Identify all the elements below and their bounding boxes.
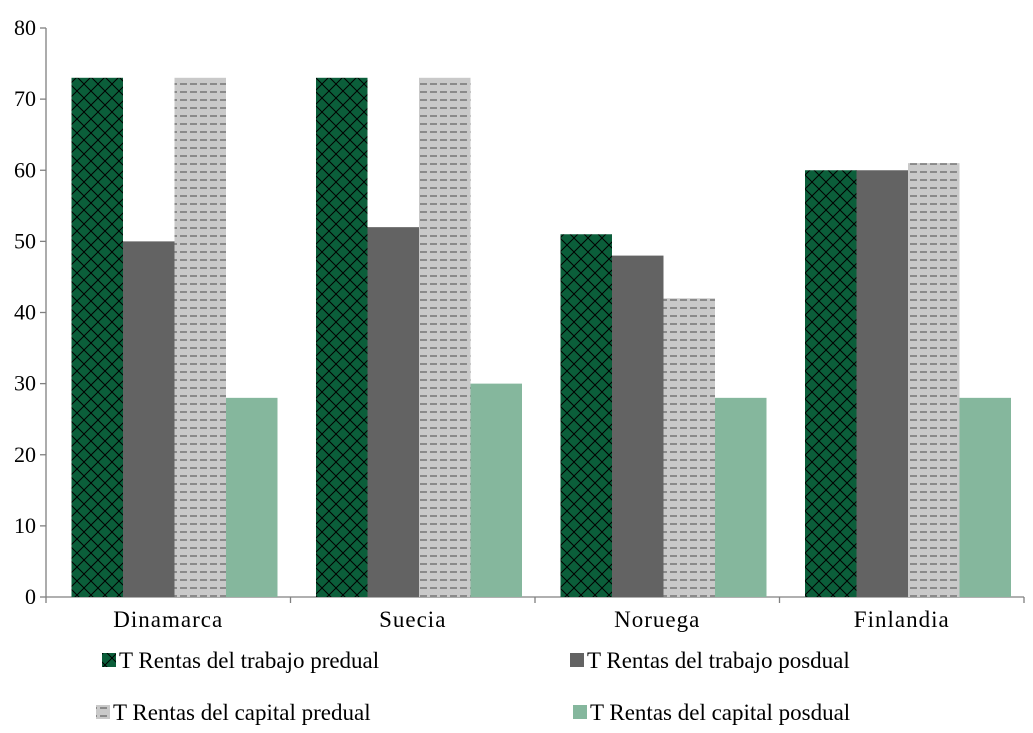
legend-swatch-3 — [96, 705, 110, 719]
legend-label-2: T Rentas del trabajo posdual — [587, 648, 850, 673]
bar-dinamarca-series-2 — [123, 241, 175, 597]
bar-dinamarca-series-3 — [174, 77, 226, 598]
bar-finlandia-series-1 — [805, 170, 857, 597]
x-axis-labels: Dinamarca Suecia Noruega Finlandia — [113, 607, 950, 632]
legend-swatch-4 — [573, 705, 587, 719]
bars — [71, 77, 1011, 598]
legend-swatch-2 — [570, 653, 584, 667]
bar-noruega-series-3 — [663, 298, 715, 597]
y-tick-label: 40 — [14, 300, 36, 325]
bar-finlandia-series-4 — [959, 397, 1011, 597]
bar-finlandia-series-2 — [856, 170, 908, 597]
bar-noruega-series-4 — [715, 397, 767, 597]
bar-suecia-series-1 — [316, 77, 368, 598]
bar-dinamarca-series-4 — [226, 397, 278, 597]
y-tick-label: 0 — [25, 584, 36, 609]
x-tick-label: Suecia — [379, 607, 446, 632]
bar-noruega-series-2 — [612, 255, 664, 597]
x-tick-label: Dinamarca — [113, 607, 223, 632]
y-tick-label: 60 — [14, 157, 36, 182]
y-tick-label: 70 — [14, 86, 36, 111]
legend-swatch-1 — [102, 653, 116, 667]
bar-dinamarca-series-1 — [71, 77, 123, 598]
bar-suecia-series-2 — [367, 227, 419, 597]
x-tick-label: Finlandia — [854, 607, 950, 632]
y-tick-label: 30 — [14, 371, 36, 396]
bar-suecia-series-3 — [419, 77, 471, 598]
legend: T Rentas del trabajo predual T Rentas del… — [96, 648, 850, 725]
legend-label-4: T Rentas del capital posdual — [590, 700, 850, 725]
y-tick-label: 10 — [14, 513, 36, 538]
y-tick-label: 50 — [14, 228, 36, 253]
y-axis-labels: 0 10 20 30 40 50 60 70 80 — [14, 15, 36, 609]
legend-label-1: T Rentas del trabajo predual — [119, 648, 379, 673]
bar-finlandia-series-3 — [908, 163, 960, 597]
y-tick-label: 80 — [14, 15, 36, 40]
bar-suecia-series-4 — [470, 383, 522, 597]
bar-noruega-series-1 — [560, 234, 612, 597]
x-tick-label: Noruega — [614, 607, 700, 632]
y-tick-label: 20 — [14, 442, 36, 467]
legend-label-3: T Rentas del capital predual — [113, 700, 371, 725]
